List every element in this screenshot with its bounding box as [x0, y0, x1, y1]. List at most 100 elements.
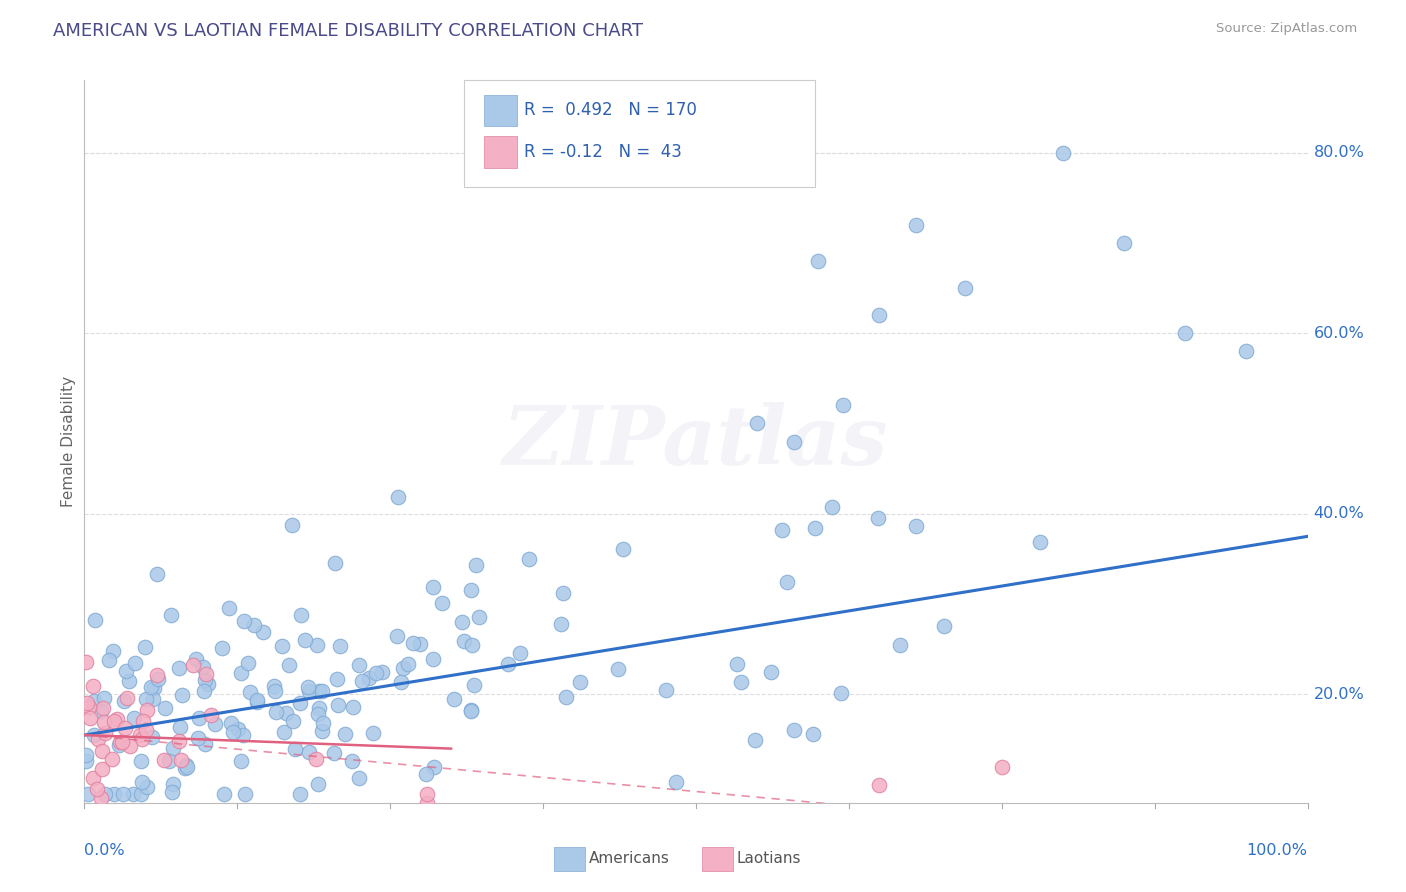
Point — [197, 677, 219, 691]
Point — [326, 672, 349, 686]
Point — [218, 600, 240, 615]
Point — [193, 659, 215, 673]
Point — [112, 787, 135, 801]
Text: Americans: Americans — [589, 852, 671, 866]
Point — [759, 665, 782, 679]
Point — [464, 558, 486, 573]
Point — [807, 805, 830, 819]
Point — [288, 696, 311, 710]
Point — [423, 760, 446, 774]
Point — [364, 666, 387, 681]
Point — [134, 640, 156, 654]
Point — [307, 777, 329, 791]
Point — [169, 720, 191, 734]
Point — [342, 699, 364, 714]
Point — [370, 665, 392, 679]
Point — [170, 753, 193, 767]
Point — [122, 711, 145, 725]
Point — [93, 690, 115, 705]
Point — [142, 681, 165, 696]
Point — [91, 701, 114, 715]
Point — [350, 674, 373, 689]
Point — [308, 700, 330, 714]
Point — [75, 655, 97, 669]
Point — [120, 739, 142, 753]
Point — [347, 771, 370, 785]
Point — [229, 666, 252, 681]
Point — [83, 728, 105, 742]
Point — [307, 707, 329, 722]
Point — [744, 732, 766, 747]
Point — [187, 711, 209, 725]
Point — [281, 714, 304, 728]
Text: Source: ZipAtlas.com: Source: ZipAtlas.com — [1216, 22, 1357, 36]
Point — [239, 684, 262, 698]
Text: Laotians: Laotians — [737, 852, 801, 866]
Point — [889, 638, 911, 652]
Point — [211, 640, 233, 655]
Point — [142, 692, 165, 706]
Point — [233, 614, 256, 628]
Text: 60.0%: 60.0% — [1313, 326, 1364, 341]
Point — [252, 624, 274, 639]
Point — [194, 673, 217, 688]
Point — [389, 675, 412, 690]
Point — [146, 566, 169, 581]
Point — [807, 253, 830, 268]
Point — [174, 761, 197, 775]
Point — [277, 658, 299, 673]
Text: 80.0%: 80.0% — [1313, 145, 1365, 160]
Point — [162, 740, 184, 755]
Point — [298, 745, 321, 759]
Point — [991, 760, 1014, 774]
Point — [135, 780, 157, 795]
Point — [905, 519, 928, 533]
Point — [340, 754, 363, 768]
Point — [226, 722, 249, 736]
Point — [1028, 535, 1050, 549]
Point — [246, 692, 269, 706]
Point — [415, 766, 437, 780]
Point — [387, 629, 409, 643]
Point — [115, 665, 138, 679]
Point — [308, 684, 330, 698]
Point — [111, 735, 134, 749]
Point — [264, 684, 287, 698]
Point — [409, 637, 432, 651]
Point — [654, 683, 676, 698]
Point — [266, 705, 288, 719]
Point — [121, 787, 143, 801]
Point — [76, 787, 98, 801]
Point — [146, 672, 169, 686]
Point — [129, 787, 152, 801]
Point — [349, 657, 371, 672]
Point — [160, 607, 183, 622]
Point — [869, 778, 891, 792]
Point — [612, 542, 634, 557]
Point — [323, 747, 346, 761]
Point — [75, 748, 97, 763]
Point — [93, 714, 115, 729]
Text: 20.0%: 20.0% — [1313, 687, 1364, 702]
Point — [869, 308, 891, 322]
Point — [82, 679, 104, 693]
Point — [329, 639, 352, 653]
Point — [219, 716, 242, 731]
Point — [243, 618, 266, 632]
Point — [430, 596, 453, 610]
Point — [246, 695, 269, 709]
Point — [294, 633, 316, 648]
Text: R = -0.12   N =  43: R = -0.12 N = 43 — [524, 143, 682, 161]
Point — [91, 744, 114, 758]
Point — [311, 723, 333, 738]
Point — [290, 607, 312, 622]
Point — [195, 666, 218, 681]
Point — [1114, 235, 1136, 250]
Point — [396, 657, 419, 671]
Point — [730, 674, 752, 689]
Text: AMERICAN VS LAOTIAN FEMALE DISABILITY CORRELATION CHART: AMERICAN VS LAOTIAN FEMALE DISABILITY CO… — [53, 22, 644, 40]
Point — [932, 619, 955, 633]
Point — [1150, 822, 1173, 837]
Point — [103, 714, 125, 728]
Point — [725, 657, 748, 671]
